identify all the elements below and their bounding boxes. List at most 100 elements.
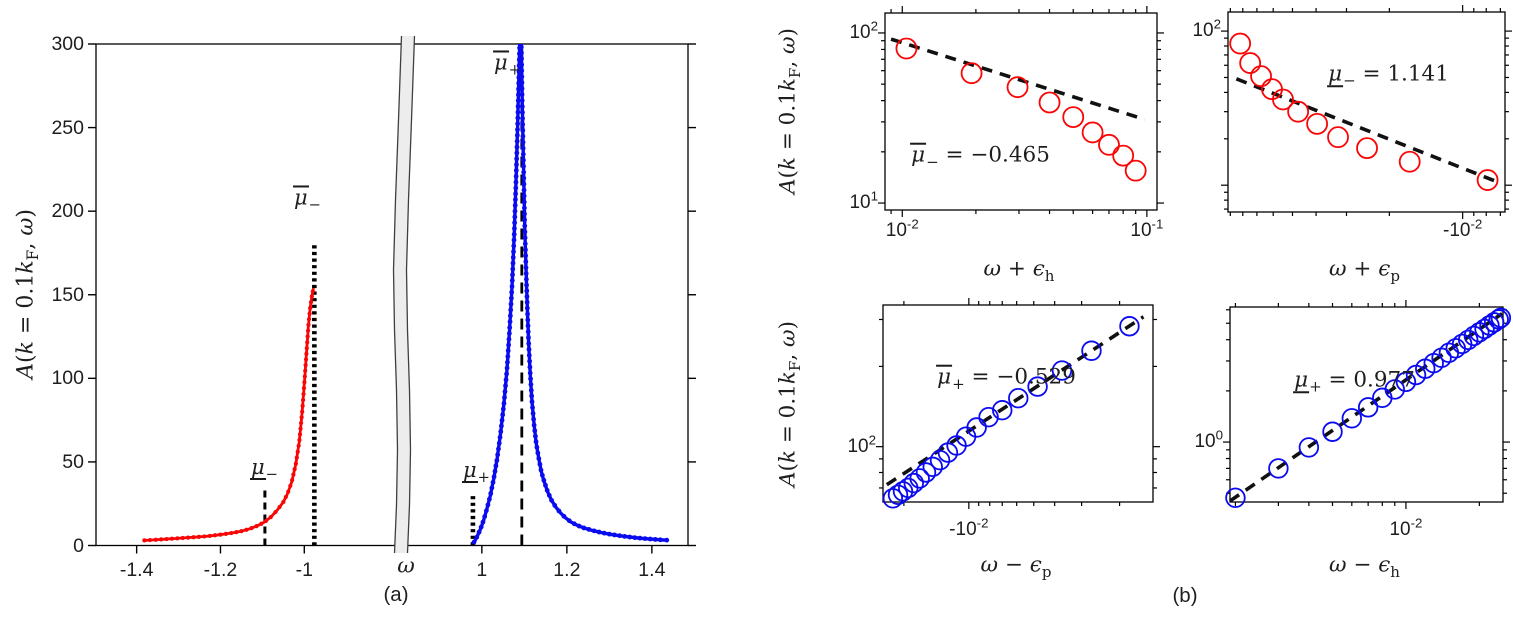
blue-particle-curve-marker [541,477,547,483]
red-hole-curve-marker [295,449,300,454]
blue-particle-curve-marker [522,229,528,235]
blue-particle-curve-marker [496,446,501,452]
blue-particle-curve-marker [510,272,515,278]
red-hole-curve-marker [281,499,286,505]
b-top-right-data-point [1476,169,1499,191]
blue-particle-curve-marker [511,237,517,243]
b-bottom-left-data-point [882,488,904,509]
b-bottom-left-data-point [1051,360,1073,381]
blue-particle-curve-marker [519,74,525,80]
blue-particle-curve-marker [521,157,526,163]
blue-particle-curve-marker [508,301,514,307]
b-bottom-left-data-point [922,456,943,478]
blue-particle-curve-marker [515,109,521,115]
blue-particle-curve-marker [500,406,506,412]
blue-particle-curve-marker [518,44,524,50]
b-top-left-data-point [1006,76,1029,99]
blue-particle-curve-marker [495,452,501,458]
blue-particle-curve-marker [536,456,542,461]
blue-particle-curve-marker [519,80,525,86]
blue-particle-curve-marker [492,468,498,474]
red-hole-curve-marker [294,455,299,460]
blue-particle-curve-marker [523,265,529,271]
red-hole-curve-marker [302,380,307,385]
blue-particle-curve-marker [520,133,526,139]
blue-particle-curve [471,34,670,545]
blue-particle-curve-marker [512,208,518,214]
blue-particle-curve-marker [530,405,535,410]
b-bottom-left-data-point [903,472,924,494]
red-hole-curve-marker [305,340,310,345]
blue-particle-curve-marker [612,532,617,538]
blue-particle-curve-marker [520,151,526,157]
b-top-left-data-point [1124,159,1147,182]
red-hole-curve-marker [288,483,293,488]
b-bottom-left-data-point [915,462,937,483]
blue-particle-curve-marker [520,116,525,121]
b-bottom-right-data-point [1268,458,1289,479]
blue-particle-curve-marker [513,179,519,185]
b-top-right-data-point [1327,126,1349,149]
blue-particle-curve-marker [513,173,519,179]
red-hole-curve-marker [299,415,304,420]
axis-break-edge [405,35,416,554]
red-hole-curve-marker [297,437,302,443]
b-bottom-left-data-point [978,406,999,428]
blue-particle-curve-marker [511,231,517,237]
blue-particle-curve-marker [519,62,525,68]
blue-particle-curve-marker [515,121,521,127]
blue-particle-curve-marker [591,528,597,534]
blue-particle-curve-marker [566,518,572,524]
blue-particle-curve-marker [508,307,514,313]
red-hole-curve-marker [239,529,244,534]
blue-particle-curve-marker [509,278,515,284]
panel-b-top-left [878,6,1164,217]
red-hole-curve-marker [223,531,228,536]
blue-particle-curve-marker [504,365,510,371]
panel-b-bottom-left [876,298,1160,509]
blue-particle-curve-marker [493,463,499,469]
blue-particle-curve-marker [474,534,480,540]
blue-particle-curve-marker [507,313,513,319]
blue-particle-curve-marker [513,197,518,202]
blue-particle-curve-marker [505,348,511,354]
blue-particle-curve-marker [525,323,531,329]
blue-particle-curve-marker [535,450,541,456]
blue-particle-curve-marker [499,417,505,423]
blue-particle-curve-marker [499,423,504,429]
panel-b-top-right [1221,5,1512,219]
red-hole-curve-marker [249,526,254,531]
red-hole-curve-marker [244,527,249,532]
blue-particle-curve-marker [533,433,538,439]
blue-particle-curve-marker [519,39,524,44]
blue-particle-curve-marker [502,389,508,395]
b-bottom-left-data-point [929,449,951,471]
red-hole-curve-marker [196,534,202,539]
red-hole-curve-marker [301,391,306,397]
blue-particle-curve-marker [504,371,509,377]
blue-particle-curve-marker [521,169,527,175]
blue-particle-curve-marker [510,260,516,266]
b-top-left-data-point [895,37,918,60]
blue-particle-curve-marker [556,508,562,514]
b-bottom-left-data-point [1081,340,1102,361]
b-bottom-left-ticks [876,298,1160,509]
blue-particle-curve-marker [514,162,519,168]
blue-particle-curve-marker [606,531,612,537]
blue-particle-curve-marker [526,352,532,358]
red-hole-curve-marker [306,317,312,322]
red-hole-curve-marker [186,535,191,540]
red-hole-curve-marker [303,363,308,368]
b-bottom-right-data-point [1483,312,1505,333]
blue-particle-curve-marker [497,434,503,440]
blue-particle-curve-marker [515,103,521,109]
blue-particle-curve-marker [546,492,552,498]
blue-particle-curve-marker [515,127,520,132]
blue-particle-curve-marker [520,127,526,133]
blue-particle-curve-marker [521,181,527,187]
blue-particle-curve-marker [505,359,510,365]
blue-particle-curve-marker [498,429,504,435]
blue-particle-curve-marker [596,529,602,535]
blue-particle-curve-marker [518,34,523,39]
